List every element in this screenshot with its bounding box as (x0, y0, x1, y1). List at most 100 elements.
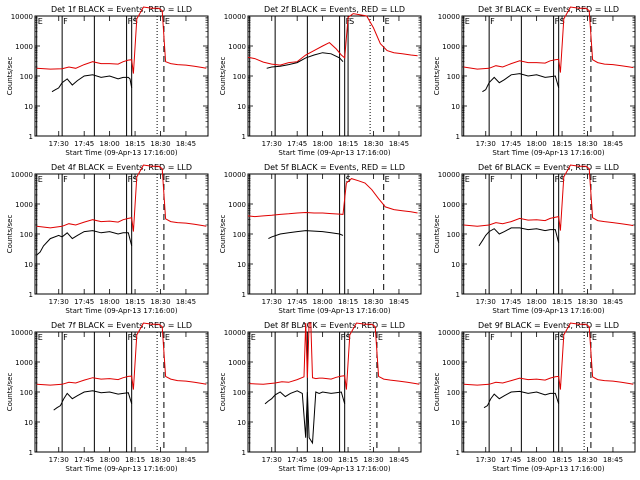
chart-panel-4: Det 4f BLACK = Events, RED = LLD 1 10 100 10… (6, 163, 209, 315)
plot-frame (247, 173, 422, 295)
y-axis-label: Counts/sec (219, 215, 227, 254)
y-tick-label: 1 (29, 291, 33, 299)
event-marker-label: E (465, 175, 470, 184)
y-tick-label: 100 (20, 73, 33, 81)
y-tick-label: 100 (20, 389, 33, 397)
event-marker-label: E (165, 17, 170, 26)
plot-frame (34, 173, 209, 295)
series-line-lld (36, 6, 207, 74)
chart-panel-7: Det 7f BLACK = Events, RED = LLD 1 10 100 10… (6, 321, 209, 473)
chart-panel-8: Det 8f BLACK = Events, RED = LLD 1 10 100 10… (219, 321, 422, 473)
x-tick-label: 17:30 (476, 140, 496, 148)
x-tick-label: 17:45 (287, 456, 307, 464)
y-tick-label: 10000 (438, 171, 460, 179)
x-tick-label: 18:45 (603, 140, 623, 148)
x-tick-label: 17:45 (501, 456, 521, 464)
chart-title: Det 2f BLACK = Events, RED = LLD (264, 5, 405, 14)
event-marker-label: F (341, 333, 346, 342)
x-tick-label: 17:30 (262, 456, 282, 464)
chart-panel-3: Det 3f BLACK = Events, RED = LLD 1 10 100 10… (433, 5, 636, 157)
y-tick-label: 100 (447, 73, 460, 81)
y-tick-label: 100 (233, 389, 246, 397)
y-tick-label: 1 (29, 133, 33, 141)
event-marker-label: F (63, 333, 68, 342)
y-tick-label: 10 (237, 261, 246, 269)
series-line-lld (36, 164, 207, 232)
x-tick-label: 17:45 (287, 140, 307, 148)
series-line-events (266, 52, 344, 69)
x-tick-label: 18:30 (577, 298, 597, 306)
y-tick-label: 1 (456, 133, 460, 141)
event-marker-label: S (560, 175, 565, 184)
y-tick-label: 1000 (442, 43, 460, 51)
x-tick-label: 18:30 (363, 456, 383, 464)
y-tick-label: 10000 (224, 329, 246, 337)
y-tick-label: 10000 (224, 171, 246, 179)
x-tick-label: 18:30 (150, 456, 170, 464)
series-line-events (36, 230, 133, 256)
event-marker-label: F (555, 333, 560, 342)
x-tick-label: 18:00 (100, 140, 120, 148)
y-tick-label: 1000 (442, 359, 460, 367)
event-marker-label: F (490, 17, 495, 26)
chart-panel-6: Det 6f BLACK = Events, RED = LLD 1 10 100 10… (433, 163, 636, 315)
series-line-lld (463, 164, 634, 231)
x-axis-label: Start Time (09-Apr-13 17:16:00) (65, 465, 177, 473)
x-tick-label: 17:45 (74, 140, 94, 148)
event-marker-label: E (465, 17, 470, 26)
event-marker-label: F (490, 333, 495, 342)
chart-title: Det 3f BLACK = Events, RED = LLD (478, 5, 619, 14)
x-tick-label: 18:15 (125, 140, 145, 148)
x-axis-label: Start Time (09-Apr-13 17:16:00) (492, 149, 604, 157)
series-line-lld (249, 322, 420, 390)
y-tick-label: 10000 (438, 13, 460, 21)
x-axis-label: Start Time (09-Apr-13 17:16:00) (492, 307, 604, 315)
x-tick-label: 18:00 (313, 456, 333, 464)
y-axis-label: Counts/sec (6, 373, 14, 412)
y-axis-label: Counts/sec (219, 57, 227, 96)
chart-title: Det 1f BLACK = Events, RED = LLD (51, 5, 192, 14)
series-line-events (482, 73, 560, 93)
event-marker-label: F (128, 17, 133, 26)
x-tick-label: 18:15 (338, 456, 358, 464)
x-tick-label: 18:00 (100, 298, 120, 306)
y-axis-label: Counts/sec (433, 57, 441, 96)
x-tick-label: 18:15 (125, 298, 145, 306)
chart-title: Det 8f BLACK = Events, RED = LLD (264, 321, 405, 330)
x-tick-label: 17:30 (476, 456, 496, 464)
x-tick-label: 18:30 (363, 140, 383, 148)
y-tick-label: 1000 (228, 43, 246, 51)
event-marker-label: E (165, 175, 170, 184)
event-marker-label: E (385, 17, 390, 26)
series-line-events (268, 230, 344, 240)
y-tick-label: 10000 (11, 171, 33, 179)
plot-frame (461, 15, 636, 137)
event-marker-label: E (592, 17, 597, 26)
event-marker-label: S (346, 333, 351, 342)
x-tick-label: 18:00 (527, 298, 547, 306)
plot-frame (247, 15, 422, 137)
series-line-events (483, 390, 560, 409)
event-marker-label: E (592, 175, 597, 184)
x-tick-label: 18:15 (552, 456, 572, 464)
y-tick-label: 10 (24, 103, 33, 111)
x-tick-label: 18:30 (577, 456, 597, 464)
y-axis-label: Counts/sec (219, 373, 227, 412)
series-line-events (478, 227, 560, 247)
chart-title: Det 9f BLACK = Events, RED = LLD (478, 321, 619, 330)
x-axis-label: Start Time (09-Apr-13 17:16:00) (492, 465, 604, 473)
chart-panel-2: Det 2f BLACK = Events, RED = LLD 1 10 100 10… (219, 5, 422, 157)
y-tick-label: 10000 (11, 13, 33, 21)
y-tick-label: 1000 (15, 201, 33, 209)
event-marker-label: S (560, 17, 565, 26)
x-tick-label: 18:45 (603, 456, 623, 464)
event-marker-label: S (133, 17, 138, 26)
chart-title: Det 7f BLACK = Events, RED = LLD (51, 321, 192, 330)
x-tick-label: 18:15 (338, 140, 358, 148)
y-tick-label: 1000 (15, 359, 33, 367)
y-tick-label: 1 (456, 291, 460, 299)
y-tick-label: 10 (451, 419, 460, 427)
series-line-lld (247, 178, 418, 218)
series-line-lld (463, 6, 634, 73)
